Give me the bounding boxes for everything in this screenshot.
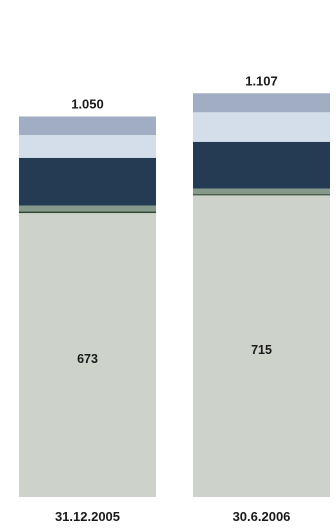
bar-2006-segment-1 (193, 195, 330, 497)
bar-2006-segment-3 (193, 188, 330, 195)
bar-2005-segment-1-value-label: 673 (77, 352, 98, 366)
bar-2005-segment-1 (19, 213, 156, 497)
bar-2006-total-label: 1.107 (245, 73, 278, 88)
bar-2006-segment-1-value-label: 715 (251, 343, 272, 357)
labels-group: 1.050 673 31.12.2005 1.107 715 30.6.2006 (55, 73, 290, 524)
bar-2005-total-label: 1.050 (71, 96, 104, 111)
bars-group (19, 93, 330, 497)
bar-2005-category-label: 31.12.2005 (55, 509, 120, 524)
bar-2005-segment-2 (19, 211, 156, 214)
bar-2006-segment-5 (193, 112, 330, 142)
bar-2005-segment-4 (19, 157, 156, 206)
bar-2005-segment-3 (19, 205, 156, 212)
bar-2006-segment-6 (193, 93, 330, 113)
bar-2005-segment-6 (19, 116, 156, 136)
bar-2006-segment-2 (193, 194, 330, 196)
bar-2006-category-label: 30.6.2006 (233, 509, 291, 524)
bar-2006-segment-4 (193, 141, 330, 189)
bar-2005-segment-5 (19, 135, 156, 158)
